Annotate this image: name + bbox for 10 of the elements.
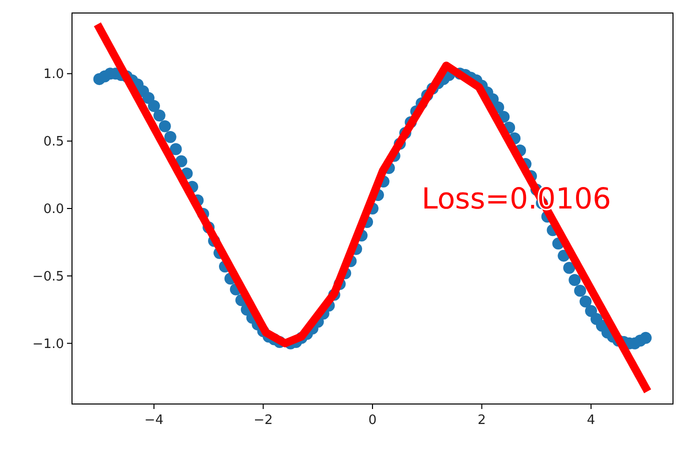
x-tick-label: 2 bbox=[478, 413, 486, 428]
y-tick-label: −0.5 bbox=[32, 269, 64, 284]
x-tick-label: 0 bbox=[368, 413, 377, 428]
y-tick-label: 0.5 bbox=[43, 134, 64, 150]
x-tick-label: 4 bbox=[586, 413, 596, 428]
y-tick-label: −1.0 bbox=[32, 336, 64, 352]
x-tick-label: −4 bbox=[144, 413, 164, 428]
y-tick-label: 0.0 bbox=[43, 202, 64, 217]
x-tick-label: −2 bbox=[254, 413, 273, 428]
y-tick-label: 1.0 bbox=[43, 67, 64, 82]
